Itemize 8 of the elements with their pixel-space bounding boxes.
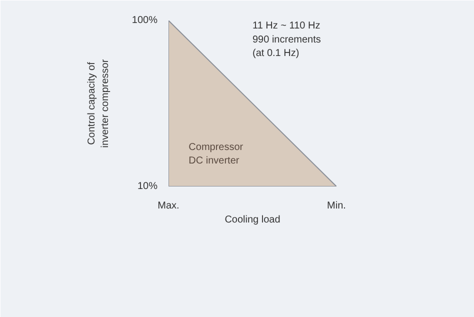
x-tick-label: Max. (158, 200, 180, 212)
y-tick-label: 10% (137, 181, 158, 192)
annotation: 11 Hz ~ 110 Hz 990 increments (at 0.1 Hz) (252, 20, 321, 59)
x-tick-label: Min. (327, 200, 346, 212)
y-tick-label: 100% (132, 15, 158, 26)
annotation: Compressor DC inverter (188, 142, 244, 167)
y-axis-title: Control capacity of inverter compressor (86, 58, 111, 148)
x-axis-title: Cooling load (224, 214, 280, 226)
